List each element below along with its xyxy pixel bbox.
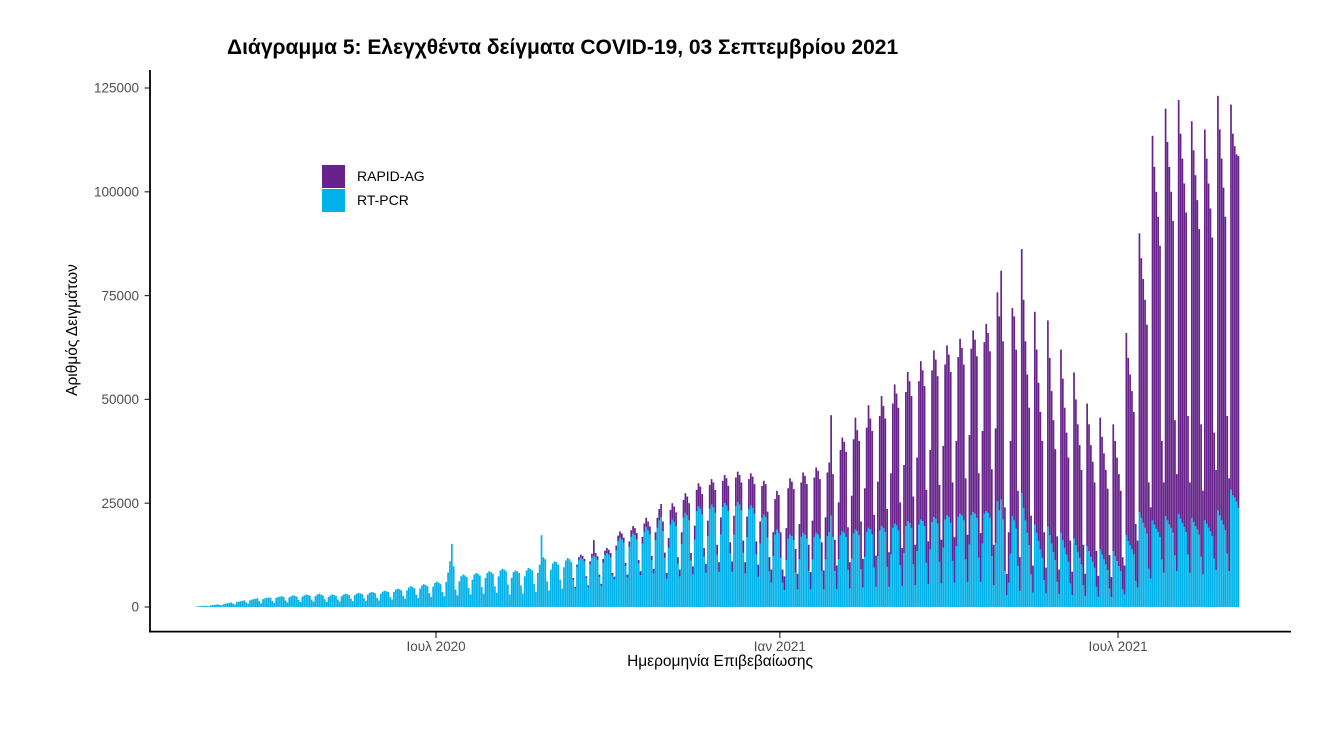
x-tick-label: Ιουλ 2020 [406,639,465,654]
chart-title: Διάγραμμα 5: Ελεγχθέντα δείγματα COVID-1… [227,36,899,59]
legend-item-rt-pcr: RT-PCR [322,188,425,212]
y-tick-label: 25000 [101,496,139,511]
y-tick-label: 75000 [101,288,139,303]
x-tick-label: Ιουλ 2021 [1088,639,1147,654]
legend-swatch-rt-pcr [322,188,345,212]
x-axis-title: Ημερομηνία Επιβεβαίωσης [627,653,813,670]
bars-rt-pcr [195,489,1240,607]
bars-rapid-ag [572,95,1240,598]
legend-label-rt-pcr: RT-PCR [357,192,409,208]
y-tick-label: 125000 [94,81,139,96]
legend-label-rapid-ag: RAPID-AG [357,168,425,184]
legend-item-rapid-ag: RAPID-AG [322,164,425,188]
y-axis-title: Αριθμός Δειγμάτων [64,264,81,396]
legend-swatch-rapid-ag [322,164,345,188]
y-tick-label: 100000 [94,185,139,200]
x-tick-label: Ιαν 2021 [754,639,806,654]
y-tick-label: 0 [131,600,139,615]
legend: RAPID-AG RT-PCR [322,164,425,212]
y-tick-label: 50000 [101,392,139,407]
